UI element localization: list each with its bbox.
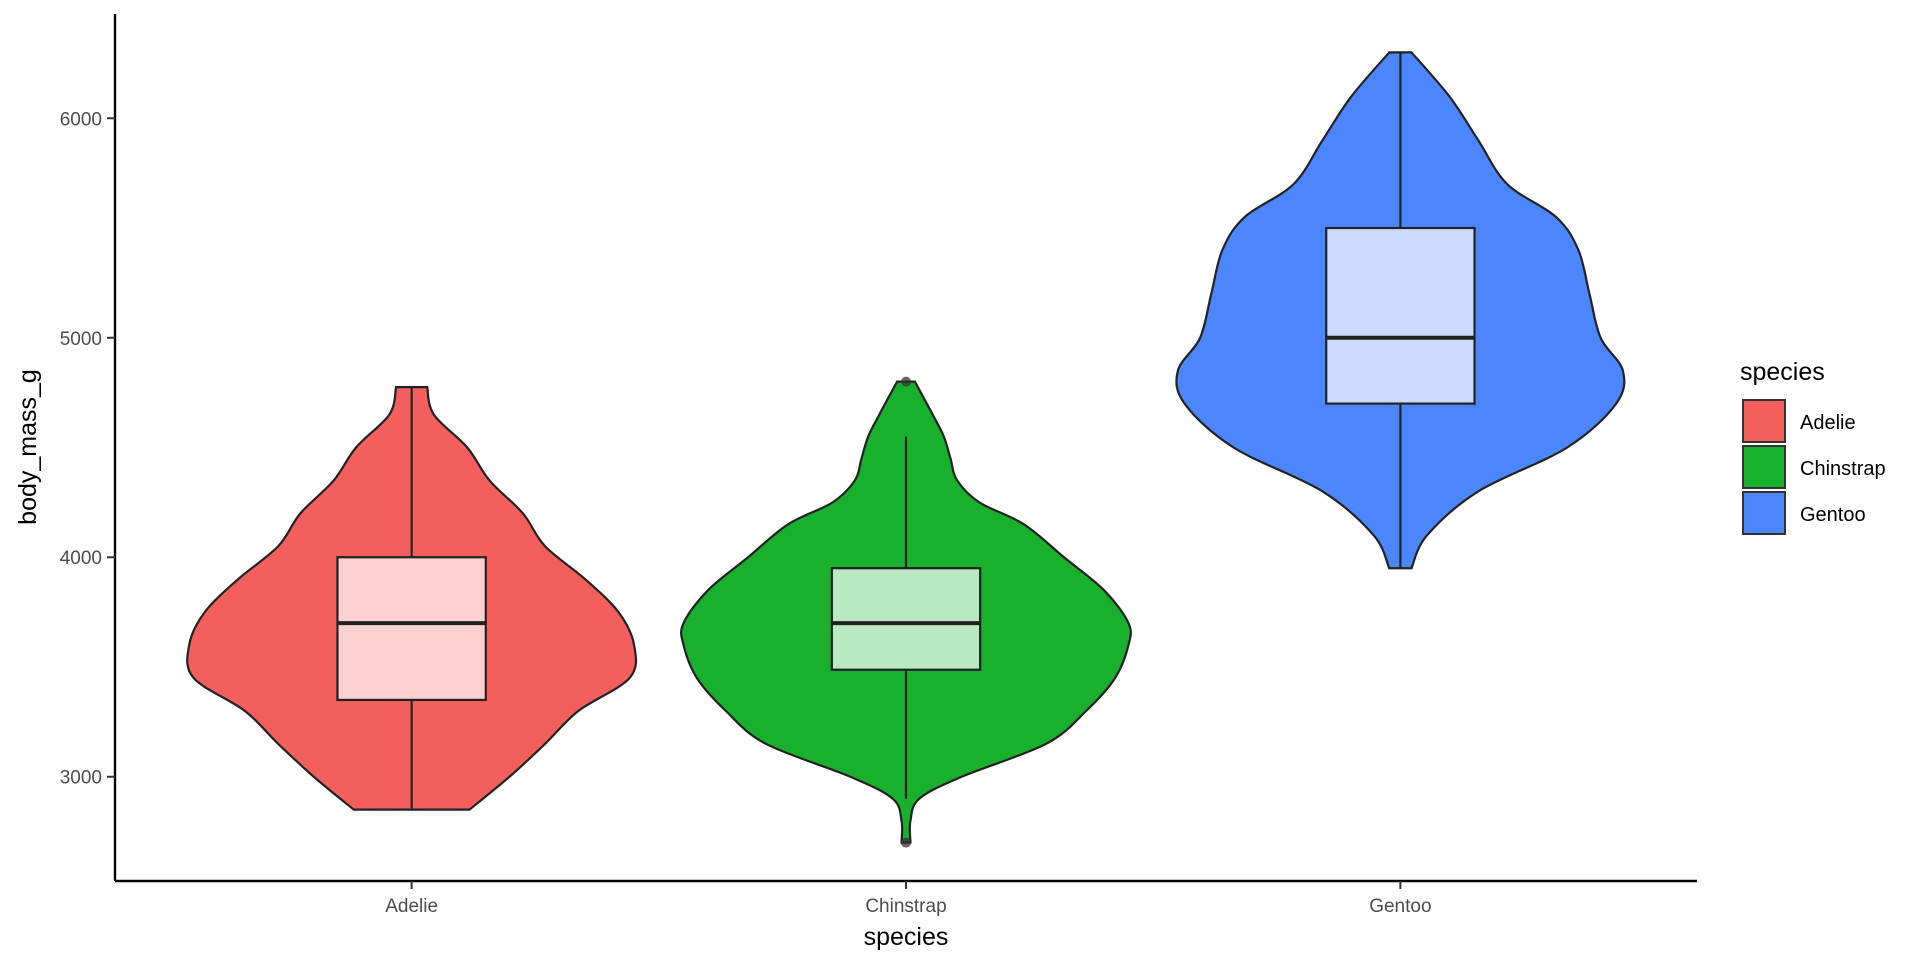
legend-items: Adelie Chinstrap Gentoo [1742, 399, 1886, 535]
outlier-chinstrap-1 [901, 376, 911, 387]
legend-title: species [1740, 358, 1825, 386]
x-ticks: Adelie Chinstrap Gentoo [385, 881, 1432, 917]
legend-key-chinstrap [1742, 445, 1786, 489]
x-tick-label-gentoo: Gentoo [1369, 896, 1431, 917]
x-tick-label-adelie: Adelie [385, 896, 438, 917]
legend-key-gentoo [1742, 491, 1786, 535]
x-axis-title: species [864, 923, 949, 951]
legend-label-chinstrap: Chinstrap [1800, 458, 1886, 480]
violin-group-gentoo [1175, 51, 1626, 570]
legend-label-adelie: Adelie [1800, 412, 1856, 434]
y-ticks: 3000 4000 5000 6000 [60, 109, 115, 789]
plot-area [186, 51, 1626, 848]
y-tick-label-6000: 6000 [60, 109, 102, 130]
legend: species Adelie Chinstrap Gentoo [1740, 358, 1886, 535]
y-tick-label-5000: 5000 [60, 329, 102, 350]
box-gentoo [1325, 226, 1476, 405]
y-tick-label-4000: 4000 [60, 548, 102, 569]
legend-label-gentoo: Gentoo [1800, 504, 1866, 526]
x-tick-label-chinstrap: Chinstrap [865, 896, 946, 917]
y-axis-title: body_mass_g [14, 369, 42, 525]
y-tick-label-3000: 3000 [60, 768, 102, 789]
box-adelie [336, 556, 487, 702]
outlier-chinstrap-0 [901, 837, 911, 848]
box-chinstrap [830, 567, 982, 671]
violin-group-chinstrap [680, 376, 1132, 848]
legend-key-adelie [1742, 399, 1786, 443]
violin-group-adelie [186, 386, 638, 811]
